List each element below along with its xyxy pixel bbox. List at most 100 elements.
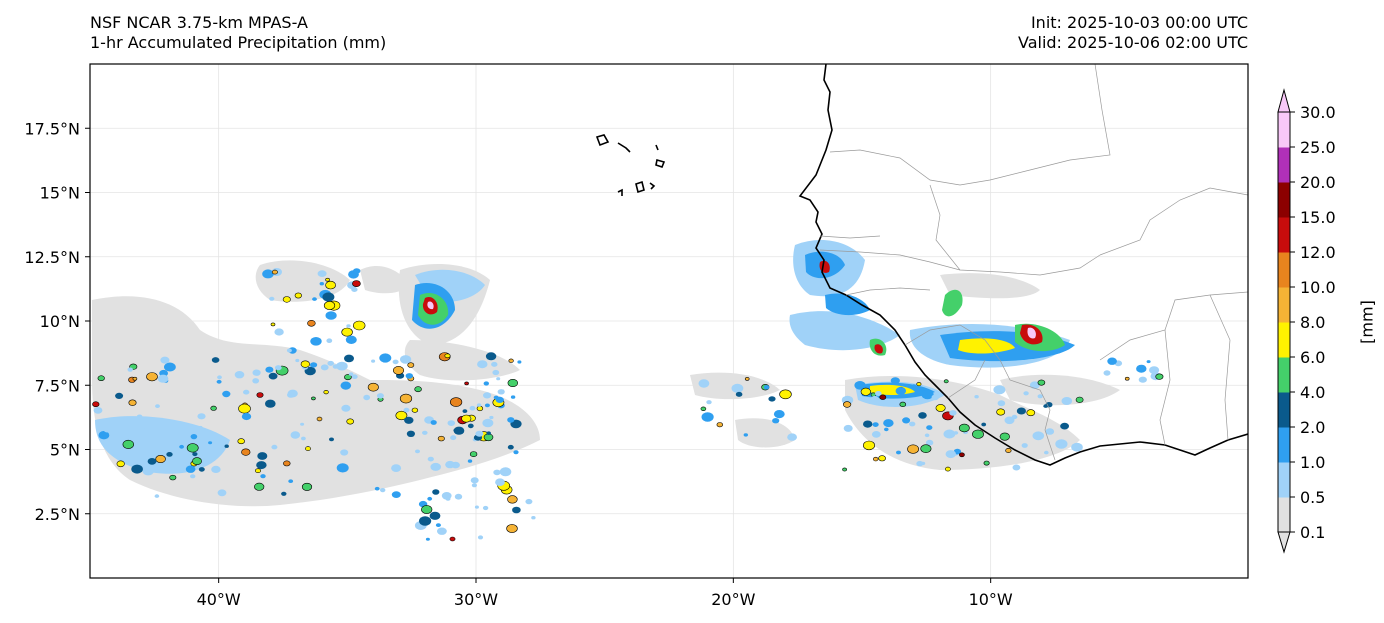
precip-cell: [499, 467, 512, 477]
precip-cell: [512, 506, 521, 514]
precip-cell: [176, 431, 184, 437]
precip-cell: [256, 392, 264, 398]
precip-cell: [274, 365, 282, 371]
colorbar-extend-min: [1277, 531, 1291, 554]
y-tick-label: 12.5°N: [24, 248, 80, 267]
precip-cell: [916, 382, 922, 387]
precip-cell: [772, 418, 780, 424]
precip-cell: [486, 431, 492, 436]
country-border: [1209, 294, 1231, 441]
colorbar-segment: [1278, 147, 1290, 183]
precip-cell: [210, 405, 217, 411]
precip-cell: [169, 474, 177, 481]
colorbar-level-label: 0.5: [1300, 488, 1325, 507]
precip-cell: [1071, 442, 1083, 452]
precip-cell: [198, 467, 205, 472]
precip-cell: [716, 422, 723, 428]
colorbar-unit-label: [mm]: [1358, 300, 1377, 344]
precip-cell: [706, 400, 712, 405]
precip-cell: [513, 450, 519, 455]
precip-cell: [918, 412, 927, 419]
precip-cell: [909, 421, 916, 427]
precip-cells: [92, 268, 1164, 542]
colorbar-level-label: 1.0: [1300, 453, 1325, 472]
precip-cell: [842, 401, 852, 408]
precip-cell: [464, 381, 469, 386]
precip-cell: [470, 477, 479, 484]
precip-cell: [154, 494, 160, 498]
precip-cell: [924, 433, 930, 438]
title-left: NSF NCAR 3.75-km MPAS-A 1-hr Accumulated…: [90, 13, 386, 53]
precip-cell: [441, 492, 452, 500]
precip-cell: [146, 372, 158, 382]
precip-cell: [469, 451, 478, 457]
precip-cell: [287, 392, 295, 398]
precip-cell: [344, 374, 352, 381]
precip-cell: [241, 412, 252, 421]
precip-cell: [265, 399, 276, 408]
precip-cell: [1061, 397, 1073, 405]
precip-cell: [768, 396, 776, 402]
precip-cell: [415, 449, 420, 454]
precip-cell: [943, 379, 949, 384]
precip-cell: [116, 460, 125, 468]
precip-cell: [701, 412, 714, 422]
precip-cell: [376, 393, 384, 399]
precip-cell: [1044, 450, 1049, 455]
y-axis-ticks: 2.5°N 5°N 7.5°N 10°N 12.5°N 15°N 17.5°N: [24, 119, 90, 524]
colorbar-level-label: 0.1: [1300, 523, 1325, 542]
precip-cell: [320, 364, 329, 371]
precip-cell: [883, 419, 894, 428]
precip-cell: [870, 395, 879, 403]
precip-cell: [127, 367, 133, 372]
precip-cell: [890, 377, 900, 385]
precip-cell: [491, 361, 498, 367]
precip-cell: [925, 439, 934, 446]
precip-cell: [216, 379, 222, 384]
precip-region: [1027, 327, 1036, 339]
precip-cell: [307, 319, 316, 327]
precip-cell: [507, 378, 518, 387]
precip-region: [958, 338, 1015, 354]
coastlines: [595, 64, 1248, 466]
precip-cell: [949, 410, 957, 416]
country-border: [1099, 187, 1248, 256]
precip-cell: [254, 482, 265, 491]
precip-cell: [1060, 422, 1069, 430]
country-border: [845, 287, 931, 296]
precip-cell: [403, 407, 410, 413]
precip-cell: [483, 392, 492, 399]
precip-cell: [907, 444, 919, 454]
precip-cell: [475, 430, 484, 437]
precip-cell: [477, 360, 488, 369]
precip-cell: [773, 410, 785, 419]
precip-pink-areas: [427, 301, 1036, 339]
precip-cell: [496, 377, 501, 381]
colorbar-segment: [1278, 252, 1290, 288]
precip-cell: [996, 408, 1006, 416]
precip-cell: [1103, 370, 1111, 376]
precip-cell: [945, 466, 951, 472]
precip-cell: [854, 381, 866, 390]
colorbar-segment: [1278, 287, 1290, 323]
y-tick-label: 5°N: [50, 441, 80, 460]
precip-cell: [160, 356, 170, 364]
precip-cell: [698, 379, 710, 388]
precip-cell: [304, 366, 316, 376]
precip-cell: [274, 328, 284, 336]
precip-cell: [128, 399, 137, 406]
precip-cell: [243, 389, 250, 395]
precip-region: [1000, 374, 1120, 406]
precip-cell: [282, 296, 291, 303]
precip-cell: [281, 491, 287, 496]
precip-cell: [447, 420, 456, 426]
precip-cell: [327, 360, 335, 366]
precip-cell: [461, 414, 472, 423]
precip-region: [427, 301, 434, 310]
precip-cell: [871, 431, 881, 438]
precip-cell: [371, 359, 376, 363]
precip-cell: [406, 430, 415, 437]
precip-cell: [224, 444, 229, 448]
precip-cell: [192, 452, 198, 457]
precip-cell: [959, 452, 965, 458]
